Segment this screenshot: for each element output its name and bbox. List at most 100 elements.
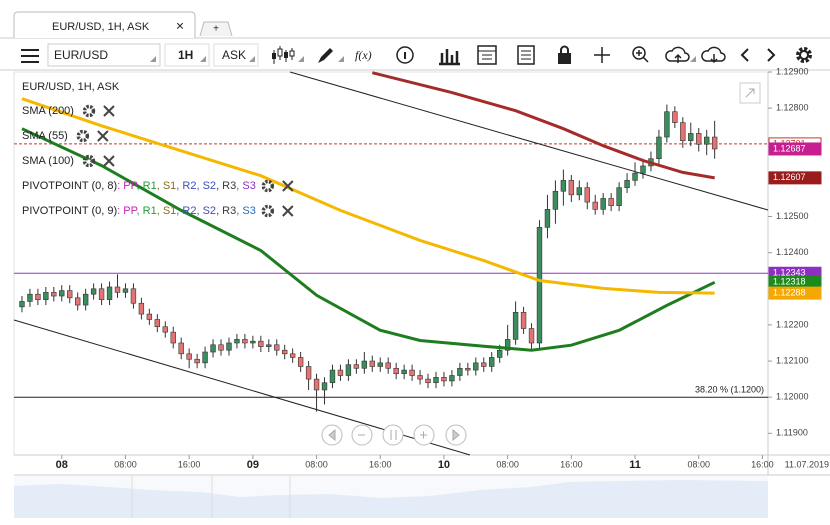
- lock-button[interactable]: [558, 45, 571, 64]
- y-tick-label: 1.12200: [776, 319, 809, 329]
- candle-body: [297, 357, 304, 367]
- candle-body: [35, 293, 41, 300]
- candle-body: [688, 133, 694, 141]
- menu-bar: [21, 49, 39, 51]
- indicators-button[interactable]: [439, 49, 460, 66]
- toolbar: EUR/USD 1H ASK f(x): [0, 43, 830, 71]
- settings-icon[interactable]: [76, 129, 90, 143]
- candle-body: [608, 198, 614, 206]
- date-label: 11.07.2019: [785, 459, 829, 469]
- side-button[interactable]: [213, 43, 259, 67]
- corner: [150, 56, 156, 62]
- pivot-part: , R2: [176, 180, 196, 192]
- candle-body: [67, 290, 73, 299]
- settings-icon[interactable]: [261, 179, 275, 193]
- candle-body: [632, 172, 638, 181]
- report-button[interactable]: [517, 45, 535, 65]
- trendline[interactable]: [289, 71, 769, 211]
- price-badge-label: 1.12288: [773, 288, 806, 298]
- function-button[interactable]: f(x): [355, 48, 372, 62]
- price-badge-label: 1.12318: [773, 277, 806, 287]
- candle-body: [640, 165, 646, 174]
- pivot-part: , S1: [157, 205, 177, 217]
- candle-body: [481, 362, 487, 367]
- candle-body: [696, 133, 702, 145]
- sma-line: [21, 127, 716, 352]
- prev-button[interactable]: [740, 48, 749, 62]
- next-button[interactable]: [767, 48, 776, 62]
- draw-button[interactable]: [318, 48, 333, 63]
- settings-icon[interactable]: [261, 204, 275, 218]
- candle-body: [162, 326, 168, 333]
- tab[interactable]: [13, 11, 196, 38]
- chart-type-button[interactable]: [272, 46, 295, 64]
- remove-icon[interactable]: [103, 155, 115, 167]
- candle-body: [122, 288, 129, 293]
- x-tick-label: 10: [438, 459, 450, 471]
- x-tick-label: 09: [247, 459, 259, 471]
- pivot-part: : PP: [117, 180, 137, 192]
- crosshair-button[interactable]: [594, 47, 610, 63]
- candle-body: [130, 288, 137, 304]
- pivot-part: , S2: [196, 205, 216, 217]
- candle-body: [441, 377, 447, 382]
- chart-nav: [321, 424, 467, 446]
- candle-body: [385, 362, 391, 369]
- candle-body: [361, 360, 368, 369]
- x-tick-label: 16:00: [369, 459, 392, 469]
- legend-pivot: PIVOTPOINT (0, 8): PP, R1, S1, R2, S2, R…: [22, 180, 256, 192]
- interval-button[interactable]: [164, 43, 210, 67]
- settings-button[interactable]: [796, 47, 812, 63]
- candle-body: [353, 364, 360, 369]
- candle-body: [393, 367, 399, 375]
- candle-body: [489, 357, 495, 367]
- remove-icon[interactable]: [97, 130, 109, 142]
- y-tick-label: 1.12400: [776, 247, 809, 257]
- axes: 1.11900 1.12000 1.12100 1.12200 1.12400 1.125…: [56, 66, 829, 471]
- settings-icon[interactable]: [82, 104, 96, 118]
- remove-icon[interactable]: [103, 105, 115, 117]
- candle-body: [600, 198, 606, 210]
- menu-button[interactable]: [21, 49, 39, 63]
- candle-body: [672, 111, 678, 123]
- candle-body: [170, 331, 176, 344]
- candle-body: [457, 367, 463, 376]
- legend-entry: SMA (55): [22, 130, 68, 142]
- download-button[interactable]: [701, 46, 726, 64]
- pivot-part: , R1: [137, 180, 157, 192]
- candle-body: [345, 364, 352, 376]
- calendar-button[interactable]: [477, 45, 497, 65]
- gear-hub: [87, 159, 91, 163]
- candle-body: [337, 369, 344, 376]
- x-tick-label: 08:00: [114, 459, 137, 469]
- candle-body: [274, 344, 280, 351]
- info-button[interactable]: [396, 46, 414, 64]
- plot-area: [13, 71, 769, 456]
- y-tick-label: 1.12100: [776, 355, 809, 365]
- side-value: ASK: [222, 48, 246, 62]
- candle-body: [711, 136, 718, 150]
- x-tick-label: 11: [629, 459, 641, 471]
- menu-bar: [21, 55, 39, 57]
- pivot-part: , S1: [157, 180, 177, 192]
- maximize-button[interactable]: [739, 82, 761, 104]
- candle-body: [369, 360, 375, 367]
- remove-icon[interactable]: [282, 205, 294, 217]
- fib-label: 38.20 % (1.1200): [695, 385, 764, 395]
- symbol-input[interactable]: [47, 43, 161, 67]
- candle-body: [616, 187, 622, 206]
- candle-body: [576, 187, 582, 196]
- candle-body: [624, 180, 630, 188]
- legend-instrument: EUR/USD, 1H, ASK: [22, 81, 120, 93]
- settings-icon[interactable]: [82, 154, 96, 168]
- legend-entry: SMA (200): [22, 105, 74, 117]
- upload-button[interactable]: [665, 46, 690, 63]
- candle-body: [106, 286, 113, 300]
- remove-icon[interactable]: [282, 180, 294, 192]
- candle-body: [98, 288, 105, 300]
- new-tab[interactable]: [199, 21, 233, 37]
- nav-reset[interactable]: [382, 424, 404, 446]
- candle-body: [186, 353, 192, 360]
- tab-close[interactable]: ×: [176, 18, 184, 34]
- zoom-button[interactable]: [632, 46, 649, 63]
